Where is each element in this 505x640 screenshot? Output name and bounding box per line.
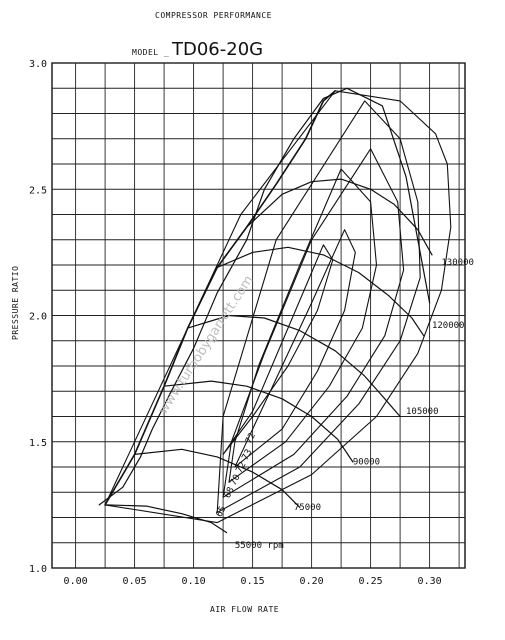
efficiency-label: 65 <box>215 505 229 519</box>
efficiency-label: 68 <box>223 486 237 500</box>
speed-line-label: 120000 <box>432 321 465 331</box>
x-tick-label: 0.25 <box>359 576 383 587</box>
speed-line <box>134 448 301 508</box>
curve-labels: 55000 rpm 75000 90000 105000 120000 130000 65 6… <box>215 258 474 551</box>
x-axis-label: AIR FLOW RATE <box>210 605 279 614</box>
x-tick-label: 0.30 <box>418 576 442 587</box>
efficiency-island-line <box>234 229 356 468</box>
speed-line-label: 130000 <box>441 258 474 268</box>
speed-line <box>104 504 228 534</box>
chart-title: COMPRESSOR PERFORMANCE <box>155 11 272 20</box>
speed-line <box>187 314 401 418</box>
model-label: MODEL <box>132 48 159 57</box>
speed-line-label: 105000 <box>406 407 439 417</box>
y-tick-label: 1.5 <box>29 438 47 449</box>
speed-line <box>163 380 354 463</box>
x-tick-label: 0.20 <box>300 576 324 587</box>
y-tick-label: 2.0 <box>29 312 47 323</box>
grid-lines <box>52 62 465 569</box>
surge-line <box>104 90 337 506</box>
efficiency-label: 70 <box>229 473 243 487</box>
x-tick-label: 0.15 <box>241 576 265 587</box>
tick-labels: 0.00 0.05 0.10 0.15 0.20 0.25 0.30 1.0 1.5 2.0 2.5… <box>29 59 442 587</box>
efficiency-island-line <box>228 168 378 483</box>
watermark: www.turbobygarrett.com <box>156 273 257 417</box>
y-axis-label: PRESSURE RATIO <box>11 266 20 340</box>
x-tick-label: 0.10 <box>182 576 206 587</box>
x-tick-label: 0.00 <box>64 576 88 587</box>
y-tick-label: 2.5 <box>29 185 47 196</box>
speed-line <box>216 246 425 337</box>
model-separator: _ <box>164 48 169 57</box>
x-tick-label: 0.05 <box>123 576 147 587</box>
curves <box>98 87 452 534</box>
efficiency-island-line <box>222 244 334 455</box>
y-tick-label: 3.0 <box>29 59 47 70</box>
surge-margin-line <box>98 87 431 506</box>
efficiency-label: 72 <box>235 460 249 474</box>
efficiency-label: 72 <box>244 431 258 445</box>
efficiency-island-line <box>216 100 421 514</box>
efficiency-label: 73 <box>241 448 255 462</box>
model-value: TD06-20G <box>171 39 263 60</box>
speed-line <box>246 178 433 256</box>
speed-line-label: 90000 <box>353 457 380 467</box>
speed-line-label: 55000 rpm <box>235 541 284 551</box>
y-tick-label: 1.0 <box>29 564 47 575</box>
speed-line-label: 75000 <box>294 503 321 513</box>
